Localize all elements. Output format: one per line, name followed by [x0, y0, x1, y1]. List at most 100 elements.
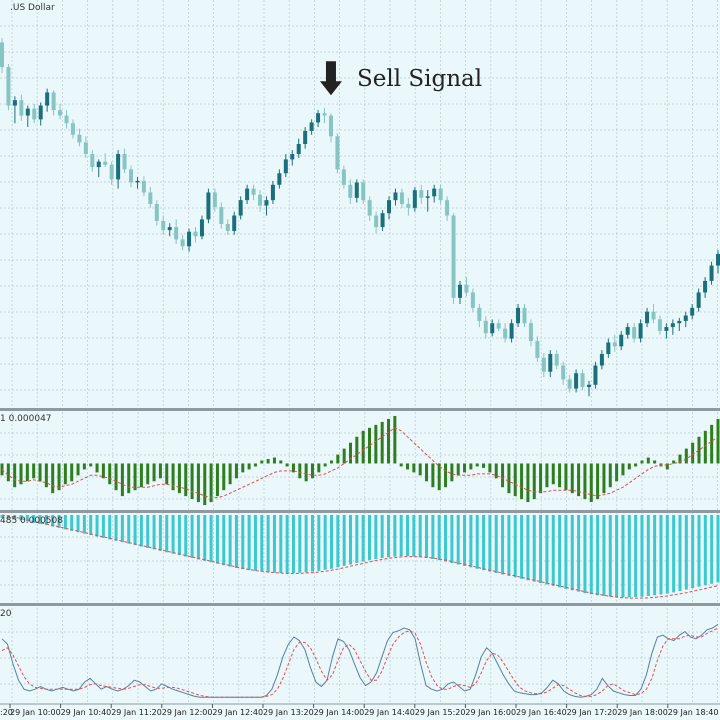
histogram-panel-1 [0, 415, 720, 506]
candle-body [703, 280, 708, 293]
candle-body [206, 192, 211, 220]
candle [606, 338, 611, 358]
time-label: 29 Jan 18:00 [617, 708, 668, 717]
candle-body [141, 180, 146, 193]
candle [6, 64, 11, 111]
candle [129, 165, 134, 188]
candle-body [625, 327, 630, 335]
histogram-2-label: 485 0.000508 [0, 516, 63, 526]
candle-body [599, 354, 604, 366]
candle-body [548, 354, 553, 372]
candle-body [580, 373, 585, 388]
candle [174, 219, 179, 244]
candle [586, 380, 591, 397]
candle [0, 37, 4, 74]
candle-body [374, 215, 379, 228]
candle [167, 223, 172, 237]
candle [393, 188, 398, 206]
candle-body [83, 142, 88, 154]
candle [419, 184, 424, 204]
candle-body [367, 200, 372, 216]
candle [32, 104, 37, 124]
candle-body [445, 200, 450, 216]
candle-body [245, 188, 250, 201]
candle [457, 280, 462, 304]
candle [380, 210, 385, 231]
candle [96, 159, 101, 178]
candle [83, 136, 88, 158]
candle-body [483, 320, 488, 334]
oscillator-main-line [1, 623, 719, 698]
candle-body [154, 204, 159, 221]
candle-body [19, 100, 24, 116]
candle-body [432, 188, 437, 197]
candle-body [477, 307, 482, 321]
candle [19, 94, 24, 121]
candle [651, 304, 656, 324]
candle [696, 288, 701, 312]
candle-body [103, 161, 108, 165]
time-label: 29 Jan 13:20 [263, 708, 314, 717]
candle-body [328, 115, 333, 137]
candle [38, 102, 43, 126]
candle-body [393, 192, 398, 201]
candle [109, 161, 114, 185]
candle-body [109, 164, 114, 180]
candle-body [361, 182, 366, 201]
candle-body [632, 327, 637, 339]
candle-body [651, 311, 656, 320]
candle-body [96, 161, 101, 168]
candle-body [419, 190, 424, 198]
candle [303, 127, 308, 149]
candle [322, 107, 327, 124]
candle [135, 177, 140, 189]
candle-body [180, 239, 185, 247]
candle [199, 215, 204, 240]
candle [238, 196, 243, 220]
candle [683, 311, 688, 328]
candle [399, 188, 404, 208]
candle-body [677, 320, 682, 324]
candle [619, 330, 624, 351]
candle [122, 148, 127, 174]
grid-layer [0, 0, 720, 704]
candle-body [270, 184, 275, 201]
candle-body [303, 130, 308, 144]
candle-body [0, 42, 4, 68]
candle [212, 188, 217, 212]
candle-body [387, 200, 392, 214]
candle [599, 350, 604, 370]
candle [193, 227, 198, 243]
candle [664, 323, 669, 339]
candle [632, 323, 637, 343]
candle-body [148, 192, 153, 204]
candle [348, 179, 353, 204]
candle-body [335, 136, 340, 170]
candle-body [258, 194, 263, 206]
panel-separator [0, 603, 720, 606]
price-panel [0, 37, 720, 397]
signal-line [1, 427, 719, 499]
candle [341, 165, 346, 189]
candle [12, 96, 17, 124]
panel-separator [0, 408, 720, 411]
candle-body [438, 188, 443, 201]
candle-body [232, 215, 237, 231]
candle-body [380, 213, 385, 228]
candle [277, 169, 282, 189]
candle [296, 138, 301, 158]
candle [567, 374, 572, 393]
candle [70, 119, 75, 139]
time-label: 29 Jan 14:40 [364, 708, 415, 717]
candle-body [457, 284, 462, 298]
candle-body [90, 154, 95, 168]
time-label: 29 Jan 16:00 [465, 708, 516, 717]
candle-body [341, 169, 346, 185]
candle [367, 196, 372, 221]
candle-body [567, 379, 572, 389]
candle [477, 304, 482, 328]
candle-body [464, 284, 469, 293]
histogram-1-label: 1 0.000047 [0, 414, 52, 424]
